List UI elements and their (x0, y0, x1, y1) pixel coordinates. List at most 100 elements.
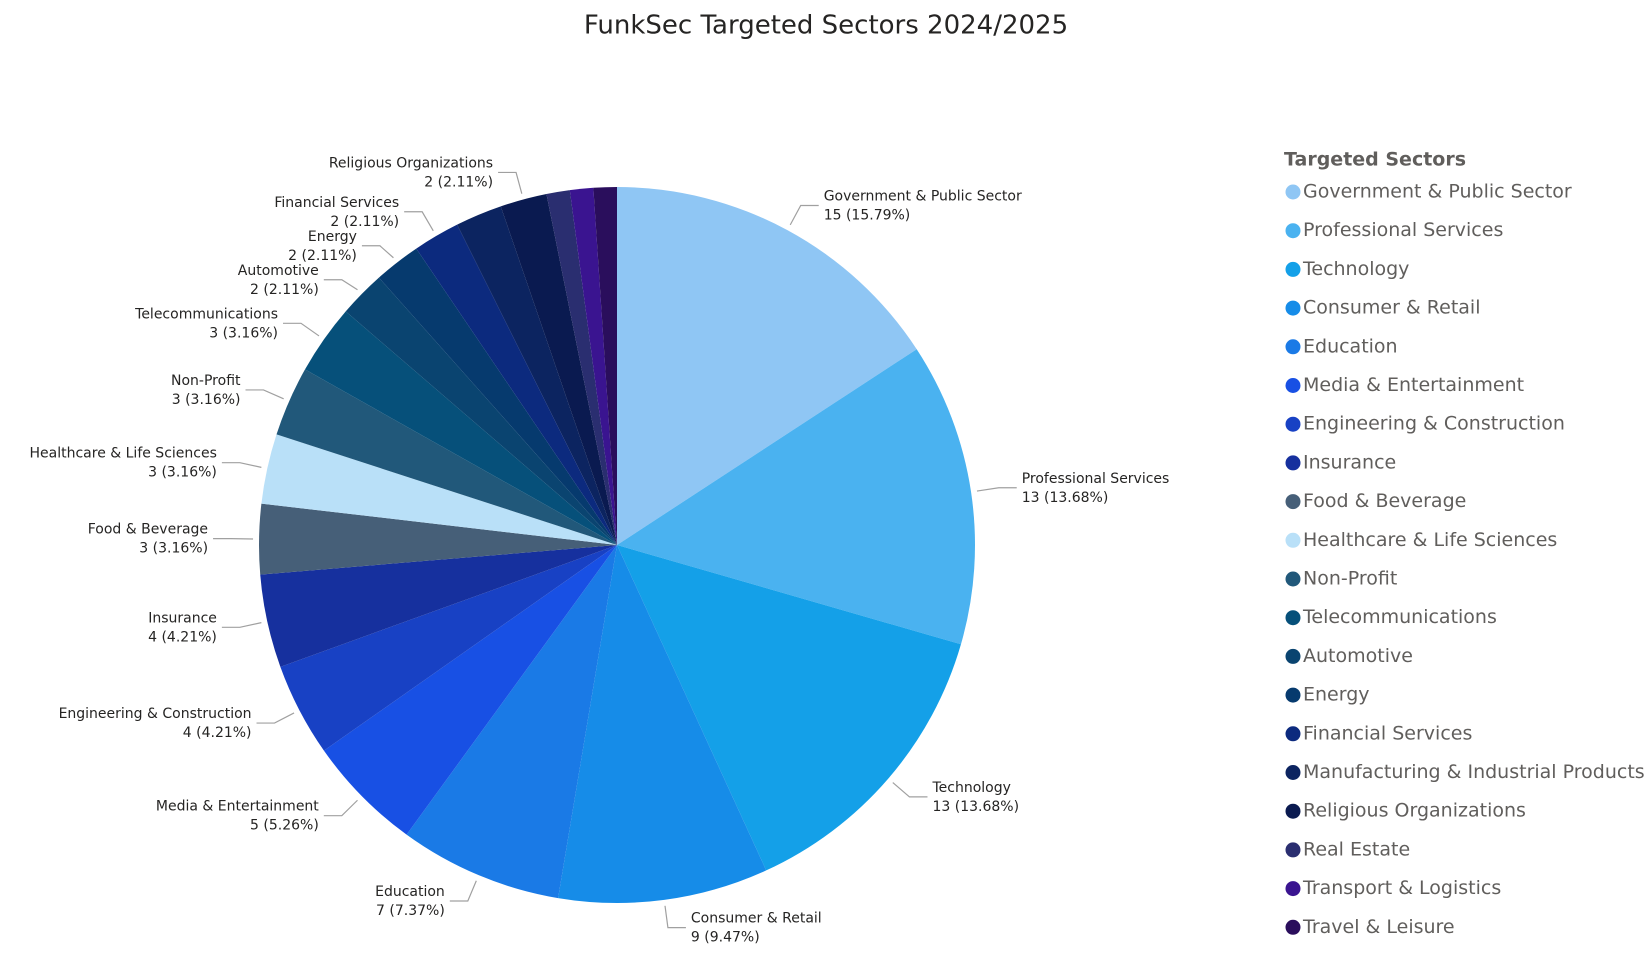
chart-title: FunkSec Targeted Sectors 2024/2025 (584, 11, 1068, 41)
pie-slice (378, 248, 617, 545)
leader-line (221, 622, 262, 628)
leader-line (245, 389, 284, 400)
legend-item[interactable]: Professional Services (1285, 219, 1504, 241)
legend-label: Education (1303, 335, 1398, 357)
legend-item[interactable]: Financial Services (1285, 722, 1473, 744)
pie-slice (617, 349, 975, 645)
legend-item[interactable]: Food & Beverage (1285, 490, 1467, 512)
legend-item[interactable]: Insurance (1285, 451, 1397, 473)
data-label: 13 (13.68%) (932, 799, 1019, 815)
legend-label: Technology (1302, 258, 1409, 280)
legend-item[interactable]: Consumer & Retail (1285, 297, 1481, 319)
legend-item[interactable]: Healthcare & Life Sciences (1285, 529, 1558, 551)
data-label-name: Food & Beverage (88, 522, 208, 538)
leader-line (498, 171, 523, 194)
legend-item[interactable]: Non-Profit (1285, 568, 1398, 590)
legend-item[interactable]: Education (1285, 335, 1398, 357)
data-label: 3 (3.16%) (209, 325, 278, 341)
legend-label: Real Estate (1303, 838, 1410, 860)
data-label: 9 (9.47%) (691, 930, 760, 946)
pie-slice (558, 545, 767, 903)
pie-slice (345, 277, 617, 545)
legend-item[interactable]: Telecommunications (1285, 606, 1497, 628)
data-label: 15 (15.79%) (824, 208, 911, 224)
leader-line (283, 322, 320, 337)
legend-marker (1285, 416, 1301, 432)
legend-marker (1285, 223, 1301, 239)
data-label-name: Consumer & Retail (691, 911, 822, 927)
legend-marker (1285, 610, 1301, 626)
legend-label: Engineering & Construction (1303, 413, 1565, 435)
legend-label: Automotive (1303, 645, 1413, 667)
legend-item[interactable]: Travel & Leisure (1285, 916, 1455, 938)
pie-slice (617, 187, 917, 545)
legend-label: Transport & Logistics (1302, 877, 1501, 899)
data-label-name: Engineering & Construction (59, 706, 252, 722)
leader-line (449, 880, 477, 902)
legend-item[interactable]: Energy (1285, 684, 1370, 706)
leader-line (892, 782, 928, 798)
legend-label: Manufacturing & Industrial Products (1303, 761, 1645, 783)
leader-line (404, 211, 434, 232)
data-label: 4 (4.21%) (183, 725, 252, 741)
leader-line (221, 462, 262, 468)
legend-item[interactable]: Government & Public Sector (1285, 181, 1572, 203)
pie-slice (593, 187, 617, 545)
data-label: 2 (2.11%) (330, 214, 399, 230)
data-label: 3 (3.16%) (148, 465, 217, 481)
legend-item[interactable]: Media & Entertainment (1285, 374, 1525, 396)
legend-label: Financial Services (1303, 722, 1472, 744)
pie-slice (305, 311, 617, 545)
legend-label: Professional Services (1303, 219, 1503, 241)
data-label: 2 (2.11%) (250, 282, 319, 298)
pie-slice (569, 187, 617, 545)
legend-item[interactable]: Transport & Logistics (1285, 877, 1502, 899)
pie-slice (280, 545, 617, 751)
legend-label: Media & Entertainment (1303, 374, 1524, 396)
data-label: 5 (5.26%) (250, 818, 319, 834)
legend-label: Energy (1303, 684, 1370, 706)
pie-slice (457, 206, 617, 545)
pie-slice (323, 545, 617, 835)
legend-item[interactable]: Religious Organizations (1285, 800, 1526, 822)
data-label-name: Media & Entertainment (156, 799, 319, 815)
legend-marker (1285, 494, 1301, 510)
legend-marker (1285, 765, 1301, 780)
legend-marker (1285, 726, 1301, 742)
legend-marker (1285, 919, 1301, 935)
data-label-name: Technology (931, 780, 1010, 796)
legend-marker (1285, 687, 1301, 703)
legend-item[interactable]: Technology (1285, 258, 1410, 280)
leader-line (361, 245, 394, 259)
data-label-name: Telecommunications (134, 306, 278, 322)
data-label: 4 (4.21%) (148, 629, 217, 645)
pie-slice (617, 545, 961, 871)
legend-marker (1285, 261, 1301, 277)
data-label-name: Financial Services (274, 195, 399, 211)
legend-item[interactable]: Engineering & Construction (1285, 413, 1565, 435)
leader-line (323, 279, 358, 291)
legend-item[interactable]: Manufacturing & Industrial Products (1285, 761, 1645, 783)
data-label: 3 (3.16%) (139, 541, 208, 557)
data-label: 2 (2.11%) (288, 248, 357, 264)
pie-slice (546, 190, 617, 546)
legend-label: Telecommunications (1302, 606, 1497, 628)
data-label-name: Non-Profit (171, 373, 241, 389)
pie-slice (261, 434, 617, 545)
data-label: 3 (3.16%) (172, 392, 241, 408)
legend-label: Government & Public Sector (1303, 181, 1572, 203)
legend-marker (1285, 881, 1301, 897)
legend-label: Travel & Leisure (1302, 916, 1455, 938)
legend-marker (1285, 455, 1301, 471)
legend-label: Insurance (1303, 451, 1396, 473)
legend-item[interactable]: Real Estate (1285, 838, 1411, 860)
legend-marker (1285, 378, 1301, 393)
legend-item[interactable]: Automotive (1285, 645, 1413, 667)
leader-line (976, 487, 1017, 492)
data-label-name: Professional Services (1022, 471, 1170, 487)
data-label-name: Government & Public Sector (824, 189, 1022, 205)
pie-slice (416, 224, 617, 546)
legend-label: Consumer & Retail (1303, 297, 1480, 319)
legend-marker (1285, 532, 1301, 548)
